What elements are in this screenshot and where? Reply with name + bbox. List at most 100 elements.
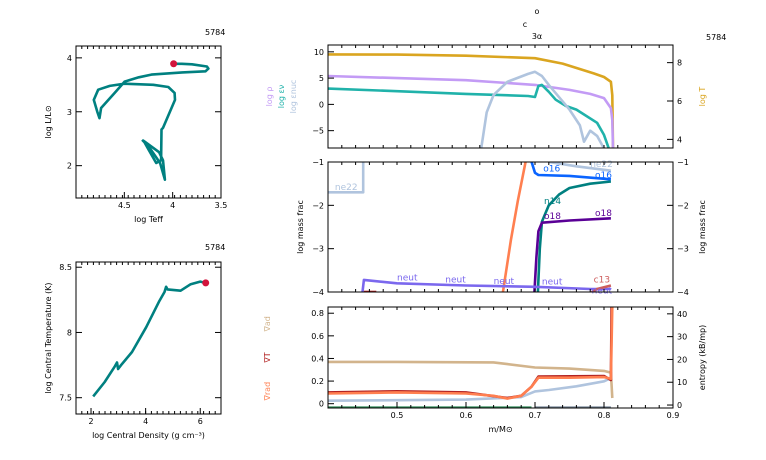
y-tick-label: 0 [319,100,324,109]
burning-label-c: c [523,20,527,29]
series-line-series-0 [92,280,206,398]
model-number-hr: 5784 [205,28,225,37]
line-label-o18: o18 [595,209,612,219]
y-tick-label: −1 [312,158,324,167]
x-axis-label: log Central Density (g cm⁻³) [92,431,205,440]
y-right-tick-label: 20 [677,355,687,364]
current-model-marker [202,279,210,287]
line-label-o16: o16 [543,165,560,175]
y-right-axis-label: log T [698,87,707,107]
model-number-central: 5784 [205,243,225,252]
y-tick-label: −4 [312,288,324,297]
x-tick-label: 6 [198,417,203,426]
series-line-entropy [328,376,612,402]
y-tick-label: 10 [314,48,324,57]
y-axis-label: log ρ [265,87,274,107]
line-label-o16: o16 [595,171,612,181]
axes-frame [327,44,674,149]
series-line-series-0 [92,62,210,181]
x-tick-label: 4 [170,201,175,210]
series-line-c12 [501,162,527,292]
burning-label-3alpha: 3α [532,32,542,41]
y-right-tick-label: 8 [677,59,682,68]
series-line-log-T [328,53,615,148]
y-tick-label: −2 [312,201,324,210]
y-right-axis-label: entropy (kB/mp) [698,325,707,390]
y-axis-label: log εν [277,84,286,108]
axes-frame [75,261,222,415]
y-tick-label: 8.5 [59,263,72,272]
x-tick-label: 0.8 [598,411,611,420]
y-axis-label: log Central Temperature (K) [44,282,53,393]
central-conditions-panel: 2 4 6 7.5 8 8.5 log Central Density (g cm⁻³) lo… [44,261,222,440]
line-label-neut: neut [542,278,563,288]
y-tick-label: 0.8 [311,309,324,318]
plot-area [92,62,210,181]
series-line-ne22 [328,162,365,194]
series-line-o18 [533,217,611,292]
x-tick-label: 0.6 [460,411,473,420]
y-axis-label: ∇ad [263,316,272,332]
x-axis-label: log Teff [134,215,163,224]
plot-area [328,307,614,408]
y-right-tick-label: −1 [677,158,689,167]
line-label-ne22: ne22 [590,160,613,170]
axes-frame [327,306,674,409]
series-line-log-nuc [479,70,606,148]
line-label-neut: neut [397,273,418,283]
line-label-c13: c13 [594,275,610,285]
y-tick-label: 0.2 [311,377,324,386]
current-model-marker [170,60,178,68]
series-line-n14 [536,180,612,292]
y-tick-label: 7.5 [59,394,72,403]
y-right-tick-label: 4 [677,135,682,144]
y-tick-label: 0 [319,400,324,409]
series-line--ad [328,360,614,399]
y-tick-label: −5 [312,127,324,136]
line-label-neut: neut [494,277,515,287]
series-line-c13 [589,284,612,292]
y-axis-label: log εnuc [289,80,298,114]
y-axis-label: ∇rad [263,382,272,402]
y-axis-label: ∇T [263,352,272,363]
hr-diagram-panel: 4.5 4 3.5 2 3 4 log Teff log L/L⊙ [44,45,227,224]
y-tick-label: 3 [67,108,72,117]
series-line-log- [328,74,615,148]
plot-area [328,162,612,292]
x-tick-label: 2 [88,417,93,426]
y-right-tick-label: −3 [677,245,689,254]
y-right-tick-label: 0 [677,401,682,410]
x-tick-label: 0.7 [529,411,542,420]
y-tick-label: 2 [67,162,72,171]
y-right-tick-label: 30 [677,333,687,342]
series-line-log- [328,83,611,148]
y-right-axis-label: log mass frac [698,200,707,254]
y-tick-label: 0.6 [311,332,324,341]
y-right-tick-label: −2 [677,201,689,210]
y-axis-label: log L/L⊙ [44,105,53,138]
line-label-ne22: ne22 [335,183,358,193]
y-right-tick-label: −4 [677,288,689,297]
gradient-panel: 0.5 0.6 0.7 0.8 0.900.20.40.60.8010203040m/M… [263,306,707,434]
series-line-ne22 [548,162,612,172]
x-axis-label: m/M⊙ [488,425,512,434]
axes-frame [75,45,222,199]
y-tick-label: 8 [67,328,72,337]
plot-area [328,53,615,148]
x-tick-label: 0.5 [391,411,404,420]
model-number-profile: 5784 [706,33,726,42]
y-right-tick-label: 10 [677,378,687,387]
burning-label-o: o [535,7,540,16]
y-tick-label: −3 [312,245,324,254]
y-tick-label: 4 [67,54,72,63]
y-axis-label: log mass frac [296,200,305,254]
line-label-neut: neut [445,275,466,285]
y-right-tick-label: 40 [677,310,687,319]
x-tick-label: 4 [143,417,148,426]
profile-top-panel: −5 0 5 10 4 6 8 log ρ log εν log εnuc log T [265,44,707,149]
line-label-o18: o18 [544,212,561,222]
series-line--rad [328,307,614,400]
plot-area [92,280,206,398]
